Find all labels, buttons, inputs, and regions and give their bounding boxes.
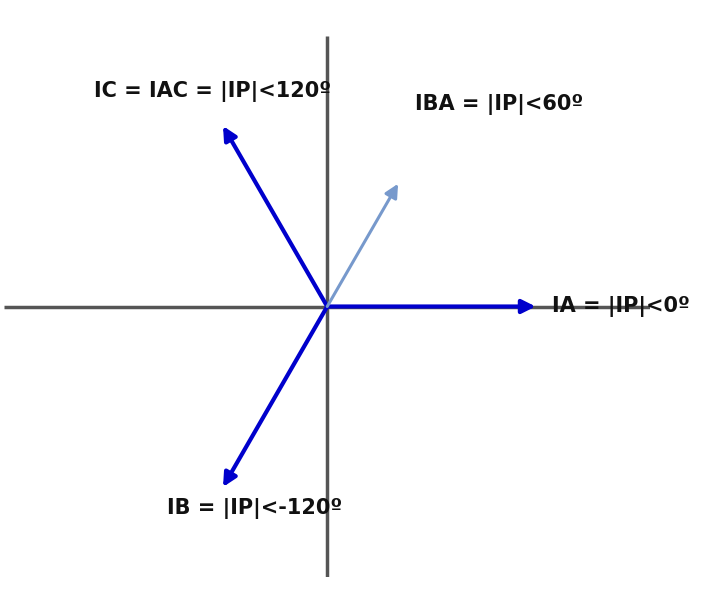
FancyArrowPatch shape xyxy=(328,301,531,312)
Text: IC = IAC = |IP|<120º: IC = IAC = |IP|<120º xyxy=(94,82,331,102)
Text: IB = |IP|<-120º: IB = |IP|<-120º xyxy=(167,498,342,519)
Text: IBA = |IP|<60º: IBA = |IP|<60º xyxy=(415,94,583,115)
FancyArrowPatch shape xyxy=(328,187,396,306)
Text: IA = |IP|<0º: IA = |IP|<0º xyxy=(552,296,690,317)
FancyArrowPatch shape xyxy=(225,306,328,483)
FancyArrowPatch shape xyxy=(225,130,328,306)
